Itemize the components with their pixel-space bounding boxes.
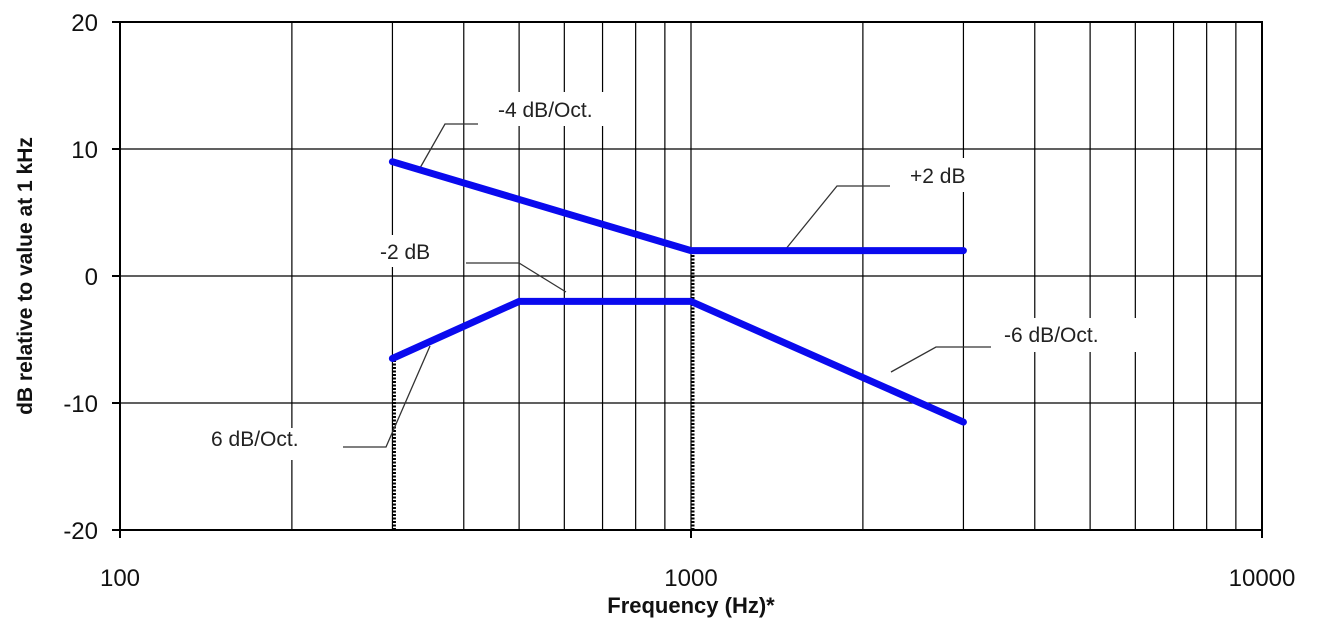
series-point (690, 300, 692, 303)
series-point (518, 300, 521, 303)
series-point (962, 421, 965, 424)
annotation-leader (890, 346, 991, 373)
series-line-1 (388, 158, 967, 255)
x-tick-label: 10000 (1229, 565, 1296, 592)
annotations: -4 dB/Oct. +2 dB -2 dB -6 dB/Oct. 6 dB/Oct. (195, 92, 1143, 460)
y-tick-label: 20 (71, 10, 98, 37)
series-point (391, 357, 394, 360)
annotation-box (895, 158, 985, 192)
annotation-label: 6 dB/Oct. (211, 428, 299, 451)
annotation-box (482, 92, 622, 126)
series-point (391, 160, 394, 163)
annotation-box (995, 318, 1143, 352)
series-line-2 (388, 297, 967, 426)
series (388, 158, 967, 426)
annotation-box (368, 235, 460, 267)
y-axis-ticks: -20 -10 0 10 20 (63, 10, 120, 545)
annotation-leader (784, 185, 890, 251)
reference-lines (392, 250, 695, 530)
series-point (690, 249, 692, 252)
y-tick-label: -10 (63, 391, 98, 418)
annotation-leader (343, 345, 431, 448)
y-tick-label: 10 (71, 137, 98, 164)
annotation-leader (466, 262, 567, 293)
annotation-label: -2 dB (380, 241, 430, 264)
annotation-leader (419, 123, 478, 169)
y-tick-label: 0 (85, 264, 98, 291)
annotation-box (195, 428, 340, 460)
x-axis-title: Frequency (Hz)* (607, 593, 775, 618)
x-tick-label: 1000 (664, 565, 717, 592)
series-point (962, 249, 965, 252)
x-tick-label: 100 (100, 565, 140, 592)
annotation-label: -6 dB/Oct. (1004, 324, 1099, 347)
annotation-label: +2 dB (910, 165, 965, 188)
y-tick-label: -20 (63, 518, 98, 545)
x-axis-ticks: 100 1000 10000 (100, 530, 1295, 592)
y-axis-title: dB relative to value at 1 kHz (14, 137, 37, 415)
annotation-label: -4 dB/Oct. (498, 99, 593, 122)
